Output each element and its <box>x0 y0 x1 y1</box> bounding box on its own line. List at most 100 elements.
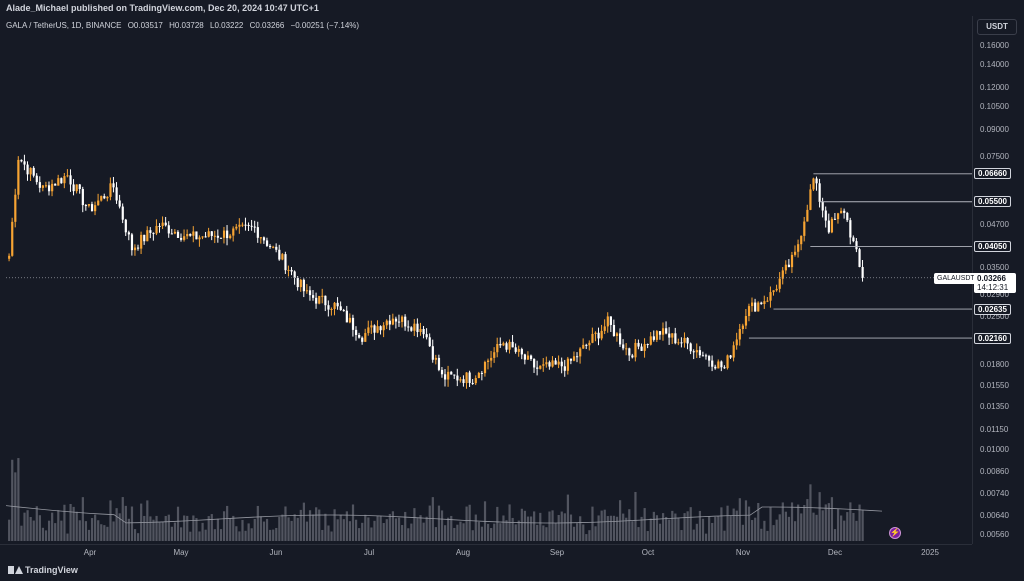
candle-body <box>585 344 588 346</box>
candle-body <box>69 175 72 185</box>
current-price: 0.03266 <box>977 273 1006 283</box>
candle-body <box>453 374 456 376</box>
candle-body <box>305 290 309 292</box>
volume-bar <box>106 526 109 541</box>
tradingview-logo[interactable]: TradingView <box>8 565 78 575</box>
volume-bar <box>250 528 253 541</box>
volume-bar <box>594 526 597 541</box>
volume-bar <box>422 522 425 541</box>
candle-body <box>161 222 164 226</box>
candle-body <box>797 244 800 252</box>
candle-body <box>407 326 410 328</box>
candle-body <box>704 355 708 357</box>
volume-bar <box>701 518 705 541</box>
candle-body <box>631 355 634 358</box>
volume-bar <box>137 533 140 541</box>
volume-bar <box>149 516 152 541</box>
candle-body <box>186 234 189 237</box>
volume-bar <box>342 519 345 541</box>
volume-bar <box>619 500 622 541</box>
volume-bar <box>44 530 48 541</box>
symbol-pair[interactable]: GALA / TetherUS, 1D, BINANCE <box>6 21 122 30</box>
candle-body <box>471 382 474 384</box>
volume-bar <box>410 523 413 541</box>
volume-bar <box>824 504 827 541</box>
candle-body <box>216 235 220 238</box>
candle-body <box>207 231 210 237</box>
price-scale-label: 0.01800 <box>980 359 1009 369</box>
volume-bar <box>57 510 60 541</box>
volume-bar <box>689 507 692 541</box>
volume-bar <box>790 502 794 541</box>
candle-body <box>226 230 229 239</box>
candle-body <box>247 224 250 226</box>
candle-body <box>717 361 720 369</box>
candle-body <box>17 159 20 195</box>
volume-bar <box>539 512 542 541</box>
volume-bar <box>830 497 834 541</box>
candle-body <box>293 271 296 278</box>
volume-bar <box>210 514 213 541</box>
volume-bar <box>760 528 763 541</box>
volume-bar <box>284 506 287 541</box>
candle-body <box>566 358 570 371</box>
candle-body <box>674 333 677 344</box>
candle-body <box>508 341 511 350</box>
volume-bar <box>517 520 520 541</box>
time-axis[interactable]: Apr May Jun Jul Aug Sep Oct Nov Dec 2025 <box>0 544 972 560</box>
volume-bar <box>861 509 864 541</box>
candle-body <box>284 254 287 271</box>
price-scale-label: 0.10500 <box>980 102 1009 112</box>
volume-bar <box>493 523 496 541</box>
candle-body <box>35 175 38 183</box>
volume-bar <box>468 504 471 541</box>
volume-bar <box>557 515 560 541</box>
currency-button[interactable]: USDT <box>977 19 1017 35</box>
volume-bar <box>603 509 606 541</box>
volume-bar <box>299 509 302 541</box>
volume-bar <box>327 525 330 541</box>
candle-body <box>250 225 253 227</box>
candle-body <box>735 339 738 346</box>
candle-body <box>287 269 290 271</box>
candle-body <box>643 344 646 351</box>
price-scale-label: 0.01000 <box>980 445 1009 455</box>
volume-bar <box>259 516 263 541</box>
footer: TradingView <box>0 560 1024 581</box>
candle-body <box>312 295 315 298</box>
volume-bar <box>90 518 94 541</box>
candle-body <box>324 295 327 306</box>
volume-bar <box>35 506 38 541</box>
candle-body <box>345 310 348 323</box>
chart-pane[interactable] <box>0 16 972 544</box>
candle-body <box>179 237 183 240</box>
volume-bar <box>11 459 14 541</box>
candle-body <box>493 352 496 358</box>
lightning-icon[interactable]: ⚡ <box>889 527 901 539</box>
candle-body <box>766 300 769 302</box>
volume-bar <box>523 510 527 541</box>
level-tag: 0.04050 <box>974 240 1011 252</box>
volume-bar <box>413 508 416 541</box>
candle-body <box>622 344 625 349</box>
volume-bar <box>100 524 103 541</box>
volume-bar <box>63 504 66 541</box>
volume-bar <box>652 511 655 541</box>
volume-bar <box>738 498 741 541</box>
candle-body <box>189 234 192 236</box>
volume-bar <box>588 530 591 541</box>
volume-bar <box>247 523 250 541</box>
volume-bar <box>833 529 837 541</box>
volume-bar <box>391 511 395 541</box>
volume-bar <box>26 510 29 541</box>
candle-body <box>434 357 437 360</box>
volume-bar <box>551 510 554 541</box>
candle-body <box>486 360 490 362</box>
volume-bar <box>735 510 738 541</box>
volume-bar <box>717 516 720 541</box>
candle-body <box>133 247 137 251</box>
volume-bar <box>183 515 186 541</box>
candle-body <box>358 334 361 338</box>
candle-body <box>351 317 355 330</box>
